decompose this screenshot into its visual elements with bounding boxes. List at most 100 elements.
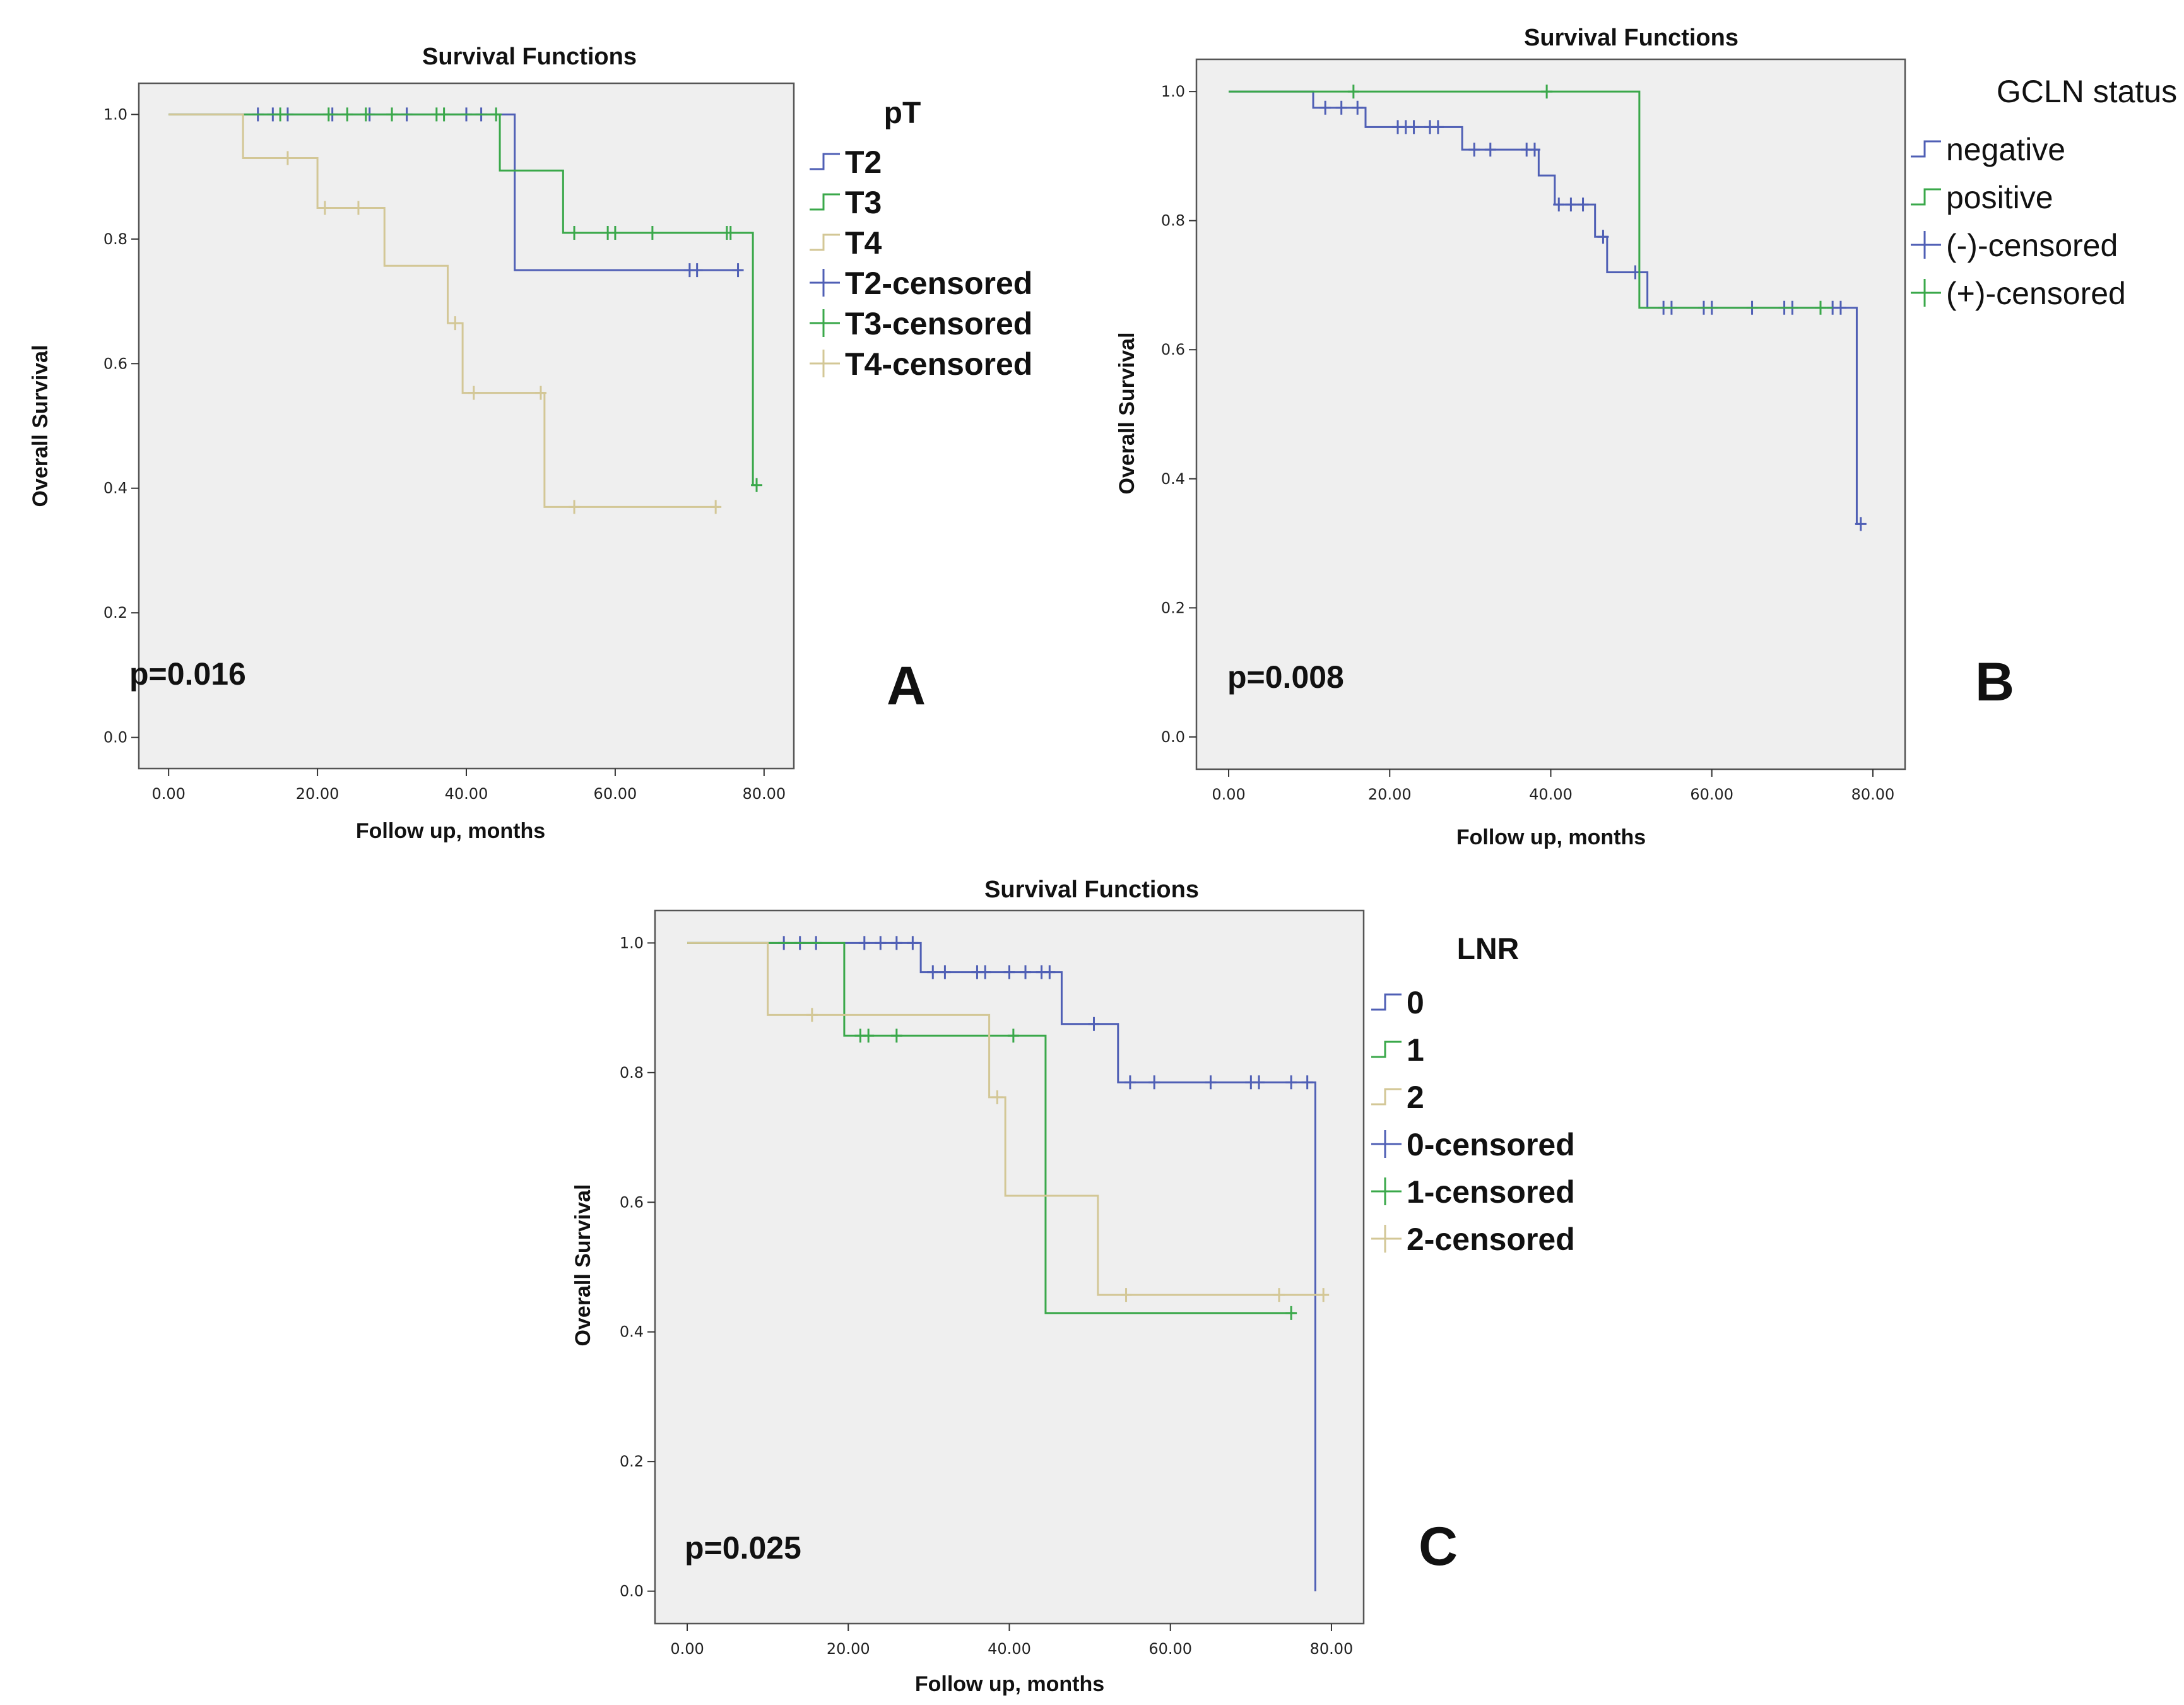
x-tick-label: 40.00 xyxy=(445,785,488,803)
p-value: p=0.016 xyxy=(129,656,246,692)
x-tick-label: 80.00 xyxy=(1310,1640,1354,1658)
p-value: p=0.025 xyxy=(685,1530,801,1566)
censor-mark xyxy=(609,225,621,240)
panel-c: Survival Functions 0.0 0.2 0.4 0.6 0.8 1.0 0.00… xyxy=(571,876,1575,1696)
series-T3 xyxy=(168,107,763,492)
censor-mark xyxy=(1088,1017,1100,1031)
legend-label: 2 xyxy=(1407,1080,1424,1115)
censor-mark xyxy=(341,107,353,122)
legend-swatch-censor xyxy=(810,309,840,337)
censor-mark xyxy=(1565,198,1577,212)
legend-label: (+)-censored xyxy=(1946,276,2126,311)
censor-mark xyxy=(1541,85,1553,99)
censor-mark xyxy=(1432,120,1444,134)
series-T4 xyxy=(168,113,722,514)
censor-mark xyxy=(1007,1029,1019,1043)
censor-mark xyxy=(274,107,286,122)
censor-mark xyxy=(1347,85,1359,99)
censor-mark xyxy=(1352,100,1364,115)
legend-label: 1-censored xyxy=(1407,1174,1575,1210)
x-tick-label: 0.00 xyxy=(151,785,185,803)
y-tick-label: 0.6 xyxy=(103,355,127,372)
censor-mark xyxy=(438,107,450,122)
plot-area xyxy=(138,82,795,770)
series-positive xyxy=(1229,85,1833,315)
censor-mark xyxy=(1273,1288,1285,1302)
y-tick-label: 0.4 xyxy=(1161,470,1185,488)
legend-swatch-censor xyxy=(1911,279,1941,307)
legend-swatch-step xyxy=(1371,1041,1402,1058)
censor-mark xyxy=(490,107,502,122)
panel-letter: B xyxy=(1975,652,2014,712)
legend-swatch-censor xyxy=(1371,1130,1402,1158)
censor-mark xyxy=(890,936,902,950)
censor-mark xyxy=(1335,100,1347,115)
censor-mark xyxy=(691,263,703,278)
x-axis-label: Follow up, months xyxy=(915,1672,1104,1696)
panel-letter: C xyxy=(1419,1516,1458,1577)
x-tick-label: 20.00 xyxy=(827,1640,870,1658)
legend-swatch-censor xyxy=(810,350,840,377)
censor-mark xyxy=(1253,1075,1265,1090)
y-tick-label: 1.0 xyxy=(620,934,644,952)
y-axis-label: Overall Survival xyxy=(571,1184,595,1346)
legend-label: T3-censored xyxy=(845,306,1032,341)
x-axis-label: Follow up, months xyxy=(356,819,545,843)
x-tick-label: 40.00 xyxy=(988,1640,1031,1658)
x-tick-label: 60.00 xyxy=(1148,1640,1192,1658)
y-tick-label: 0.6 xyxy=(1161,341,1185,358)
censor-mark xyxy=(863,1029,875,1043)
legend-label: (-)-censored xyxy=(1946,228,2118,263)
series-2 xyxy=(687,941,1330,1302)
censor-mark xyxy=(352,201,364,215)
legend: LNR 0 1 2 0-censored 1-censored 2-censored xyxy=(1371,933,1575,1257)
censor-mark xyxy=(1301,1075,1313,1090)
censor-mark xyxy=(927,965,939,979)
censor-mark xyxy=(858,936,870,950)
legend-swatch-step xyxy=(810,193,840,211)
legend-swatch-censor xyxy=(1911,231,1941,259)
censor-mark xyxy=(1124,1075,1136,1090)
censor-mark xyxy=(1408,120,1420,134)
legend-swatch-step xyxy=(1371,993,1402,1011)
legend-label: 2-censored xyxy=(1407,1222,1575,1257)
censor-mark xyxy=(1003,965,1015,979)
censor-mark xyxy=(1120,1288,1132,1302)
y-tick-label: 0.0 xyxy=(620,1583,644,1600)
legend-swatch-step xyxy=(1371,1088,1402,1106)
survival-curve-T3 xyxy=(168,113,757,487)
x-tick-label: 60.00 xyxy=(1690,786,1733,803)
legend-label: 0 xyxy=(1407,985,1424,1020)
panel-letter: A xyxy=(887,656,926,716)
censor-mark xyxy=(1318,1288,1330,1302)
survival-curve-1 xyxy=(687,941,1296,1314)
censor-mark xyxy=(991,1090,1003,1104)
censor-mark xyxy=(907,936,919,950)
censor-mark xyxy=(1319,100,1331,115)
censor-mark xyxy=(1528,143,1540,157)
legend-swatch-step xyxy=(1911,188,1941,206)
censor-mark xyxy=(1577,198,1589,212)
legend-label: T4-censored xyxy=(845,346,1032,382)
x-tick-label: 60.00 xyxy=(594,785,637,803)
x-tick-label: 80.00 xyxy=(1851,786,1895,803)
legend-label: T3 xyxy=(845,185,882,220)
chart-title: Survival Functions xyxy=(422,44,637,70)
censor-mark xyxy=(1834,300,1846,315)
censor-mark xyxy=(569,225,581,240)
censor-mark xyxy=(1020,965,1032,979)
censor-mark xyxy=(724,225,736,240)
censor-mark xyxy=(806,1008,818,1022)
legend-title: pT xyxy=(884,97,921,130)
censor-mark xyxy=(710,500,722,514)
y-tick-label: 0.6 xyxy=(620,1193,644,1211)
y-axis-label: Overall Survival xyxy=(28,345,52,507)
chart-title: Survival Functions xyxy=(984,876,1199,903)
censor-mark xyxy=(751,478,763,492)
y-axis-label: Overall Survival xyxy=(1115,332,1139,494)
y-tick-label: 0.4 xyxy=(620,1323,644,1341)
p-value: p=0.008 xyxy=(1227,659,1344,695)
panel-b: Survival Functions 0.0 0.2 0.4 0.6 0.8 1.0 0.00… xyxy=(1115,25,2177,849)
